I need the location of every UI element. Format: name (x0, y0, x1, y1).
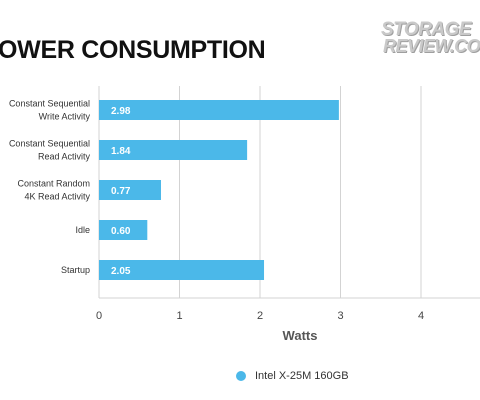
category-label: Constant Sequential (9, 99, 90, 109)
x-tick-label: 1 (176, 310, 182, 322)
category-label: Write Activity (39, 112, 91, 122)
category-label: Constant Sequential (9, 139, 90, 149)
x-axis-title: Watts (283, 328, 318, 343)
data-label: 1.84 (111, 146, 131, 157)
data-label: 2.98 (111, 106, 131, 117)
category-label: 4K Read Activity (24, 192, 90, 202)
bar (99, 100, 339, 120)
logo-line-1: STORAGE (381, 19, 472, 40)
data-label: 0.60 (111, 226, 131, 237)
x-tick-label: 0 (96, 310, 102, 322)
data-label: 0.77 (111, 186, 131, 197)
bar (99, 260, 265, 280)
storagereview-logo: STORAGE REVIEW.COM (381, 19, 480, 56)
x-tick-label: 4 (418, 310, 424, 322)
category-label: Constant Random (17, 179, 90, 189)
x-tick-label: 2 (257, 310, 263, 322)
category-label: Idle (75, 225, 90, 235)
category-label: Read Activity (38, 152, 91, 162)
x-tick-label: 3 (337, 310, 343, 322)
data-label: 2.05 (111, 266, 131, 277)
legend-swatch (236, 371, 246, 381)
legend-label: Intel X-25M 160GB (255, 370, 349, 382)
bar (99, 180, 161, 200)
category-label: Startup (61, 265, 90, 275)
bar (99, 220, 148, 240)
chart-title: OWER CONSUMPTION (0, 36, 266, 64)
logo-line-2: REVIEW.COM (383, 36, 480, 56)
legend: Intel X-25M 160GB (236, 370, 349, 382)
bar (99, 140, 248, 160)
